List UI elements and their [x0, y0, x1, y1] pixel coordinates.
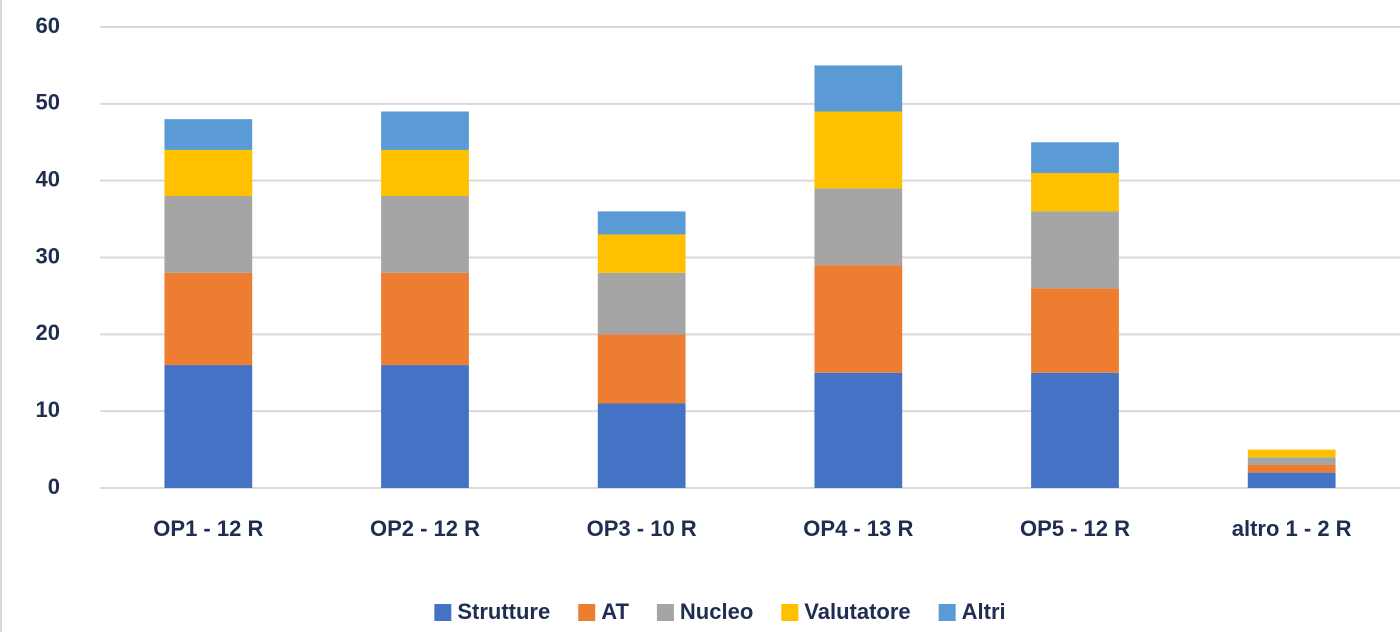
grid	[100, 26, 1400, 489]
legend-label: Altri	[962, 599, 1006, 624]
legend-swatch	[578, 604, 596, 621]
bar-segment	[597, 234, 686, 273]
bar-segment	[597, 211, 686, 235]
bar-segment	[164, 196, 253, 273]
legend: Strutture AT Nucleo Valutatore Altri	[434, 599, 1006, 624]
bars	[164, 65, 1336, 488]
legend-label: Valutatore	[804, 599, 910, 624]
bar-segment	[597, 272, 686, 335]
x-tick-label: OP5 - 12 R	[1020, 516, 1130, 541]
legend-swatch	[781, 604, 799, 621]
bar-segment	[814, 65, 903, 112]
bar-segment	[1247, 464, 1336, 473]
bar-segment	[164, 272, 253, 366]
x-tick-label: OP3 - 10 R	[587, 516, 697, 541]
bar-segment	[164, 149, 253, 197]
y-tick-label: 20	[36, 320, 60, 345]
bar-segment	[1031, 372, 1119, 488]
bar-segment	[597, 334, 686, 404]
y-tick-label: 50	[36, 90, 60, 115]
bar-segment	[1031, 172, 1119, 212]
y-tick-label: 10	[36, 397, 60, 422]
legend-label: AT	[601, 599, 629, 624]
bar-segment	[1031, 211, 1119, 289]
y-tick-label: 40	[36, 166, 60, 191]
y-tick-label: 60	[36, 13, 60, 38]
legend-label: Nucleo	[680, 599, 753, 624]
bar-segment	[814, 372, 903, 488]
legend-label: Strutture	[457, 599, 550, 624]
bar-segment	[1247, 449, 1336, 458]
bar-segment	[1031, 142, 1119, 173]
x-tick-label: OP1 - 12 R	[153, 516, 263, 541]
bar-segment	[164, 119, 253, 150]
bar-segment	[1247, 472, 1336, 488]
bar-segment	[164, 365, 253, 488]
y-tick-label: 30	[36, 243, 60, 268]
bar-segment	[381, 272, 469, 366]
bar-segment	[381, 149, 469, 197]
labels: 0 10 20 30 40 50 60 OP1 - 12 R OP2 - 12 R OP3 - 1…	[36, 13, 1352, 541]
legend-swatch	[434, 604, 452, 621]
bar-segment	[814, 188, 903, 266]
legend-swatch	[656, 604, 674, 621]
bar-segment	[1031, 288, 1119, 373]
bar-segment	[381, 365, 469, 488]
legend-swatch	[938, 604, 956, 621]
bar-segment	[381, 196, 469, 273]
bar-segment	[814, 111, 903, 189]
x-tick-label: altro 1 - 2 R	[1232, 516, 1352, 541]
x-tick-label: OP4 - 13 R	[803, 516, 913, 541]
y-tick-label: 0	[48, 474, 60, 499]
x-tick-label: OP2 - 12 R	[370, 516, 480, 541]
bar-segment	[381, 111, 469, 150]
bar-segment	[814, 265, 903, 373]
bar-segment	[597, 403, 686, 488]
bar-segment	[1247, 457, 1336, 465]
